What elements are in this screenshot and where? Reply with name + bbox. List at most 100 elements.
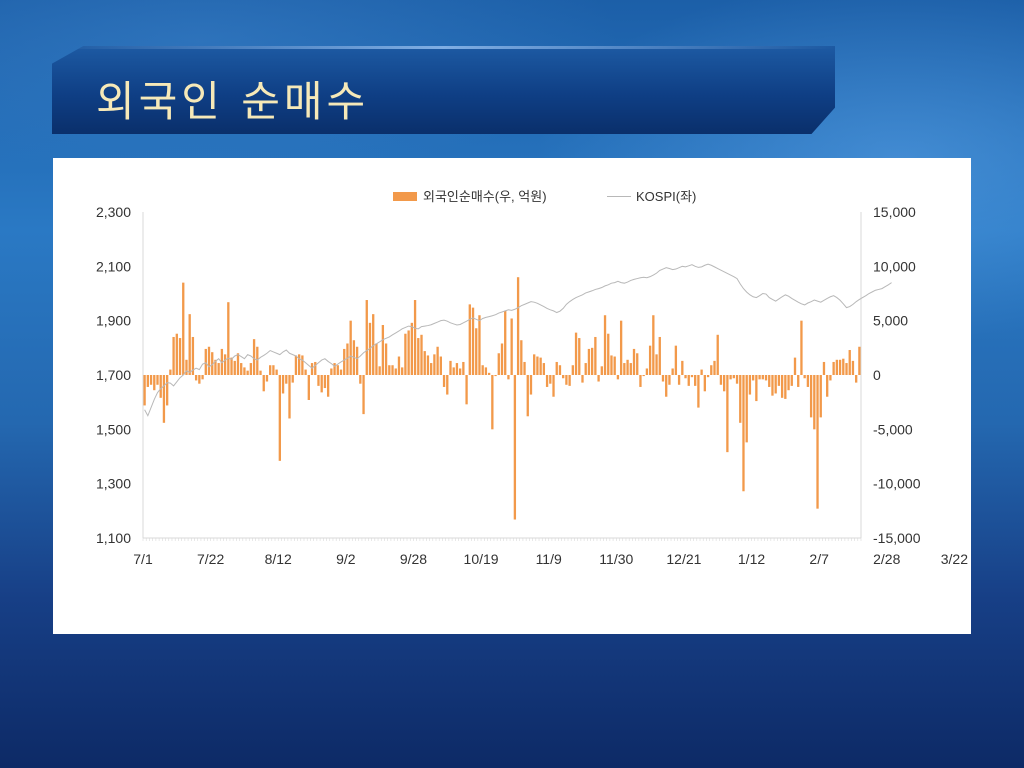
bar — [172, 336, 175, 375]
bar — [465, 375, 468, 405]
bar — [648, 345, 652, 375]
left-tick-label: 1,900 — [96, 313, 131, 329]
bar — [645, 368, 649, 375]
bar — [468, 304, 471, 375]
bar — [265, 375, 269, 382]
bar — [529, 375, 533, 395]
bar — [597, 375, 600, 382]
bar — [433, 354, 436, 375]
bar — [745, 375, 748, 443]
bar — [542, 363, 546, 375]
bar — [330, 368, 333, 375]
bar — [275, 369, 278, 375]
line-series — [144, 263, 892, 417]
bar — [191, 336, 195, 375]
bar — [230, 357, 233, 375]
bar — [758, 375, 761, 380]
x-tick-label: 2/7 — [809, 551, 829, 567]
bar — [410, 322, 414, 375]
bar — [800, 320, 803, 375]
title-banner — [52, 46, 835, 134]
bar — [777, 375, 781, 386]
bar — [520, 340, 523, 375]
bar — [774, 375, 777, 394]
bar — [671, 368, 674, 375]
bar — [243, 367, 246, 375]
left-tick-label: 1,700 — [96, 367, 131, 383]
right-tick-label: 10,000 — [873, 258, 916, 274]
right-tick-label: 15,000 — [873, 204, 916, 220]
bar — [198, 375, 201, 384]
bar — [471, 307, 475, 375]
bar — [391, 365, 394, 375]
bar — [803, 375, 806, 379]
bar — [378, 366, 381, 375]
bar — [832, 361, 835, 375]
bar — [169, 369, 172, 375]
bar — [600, 366, 603, 375]
bar — [355, 346, 359, 375]
bar — [555, 361, 558, 375]
bar — [449, 360, 452, 375]
bar — [217, 363, 220, 375]
bar — [497, 353, 500, 375]
bar — [404, 333, 407, 375]
bar — [381, 325, 385, 375]
bar — [819, 375, 822, 418]
bar — [336, 365, 339, 375]
bar — [761, 375, 764, 380]
slide-title: 외국인 순매수 — [96, 77, 370, 126]
bar — [793, 357, 797, 375]
bar — [748, 375, 752, 395]
bar — [314, 361, 317, 375]
legend-swatch-bars — [393, 192, 417, 201]
bar — [397, 356, 401, 375]
right-tick-label: 0 — [873, 367, 881, 383]
left-tick-label: 1,500 — [96, 421, 131, 437]
bar — [809, 375, 813, 418]
bar — [513, 375, 517, 520]
bar — [153, 375, 156, 391]
bar — [343, 348, 346, 375]
bar — [211, 352, 214, 375]
bar — [838, 359, 842, 375]
right-tick-label: -10,000 — [873, 476, 921, 492]
bar — [732, 375, 735, 379]
bar — [603, 315, 607, 375]
bar — [375, 343, 378, 375]
bar — [639, 375, 642, 387]
bar — [668, 375, 671, 385]
bar — [317, 375, 320, 386]
bar — [423, 351, 426, 375]
bar — [787, 375, 790, 391]
bar — [816, 375, 819, 509]
bar — [436, 346, 439, 375]
bar — [516, 277, 520, 375]
bar — [478, 315, 481, 375]
bar — [719, 375, 723, 385]
bar — [610, 355, 613, 375]
chart-legend: 외국인순매수(우, 억원) KOSPI(좌) — [393, 189, 696, 204]
bar — [713, 360, 716, 375]
bar — [706, 375, 710, 378]
bar — [652, 315, 655, 375]
bar — [723, 375, 726, 392]
bar — [539, 357, 542, 375]
bar — [175, 333, 178, 375]
bar — [697, 375, 700, 408]
bar — [256, 346, 259, 375]
bar — [726, 375, 729, 453]
bar — [201, 375, 204, 380]
bar — [323, 375, 327, 389]
bar — [623, 363, 626, 375]
bar — [658, 336, 661, 375]
bar — [452, 367, 455, 375]
right-tick-label: -15,000 — [873, 530, 921, 546]
bar — [755, 375, 758, 402]
bar — [742, 375, 745, 492]
bar — [359, 375, 362, 384]
bar — [188, 314, 191, 375]
bar — [822, 361, 826, 375]
bar — [587, 348, 591, 375]
bar — [780, 375, 784, 398]
